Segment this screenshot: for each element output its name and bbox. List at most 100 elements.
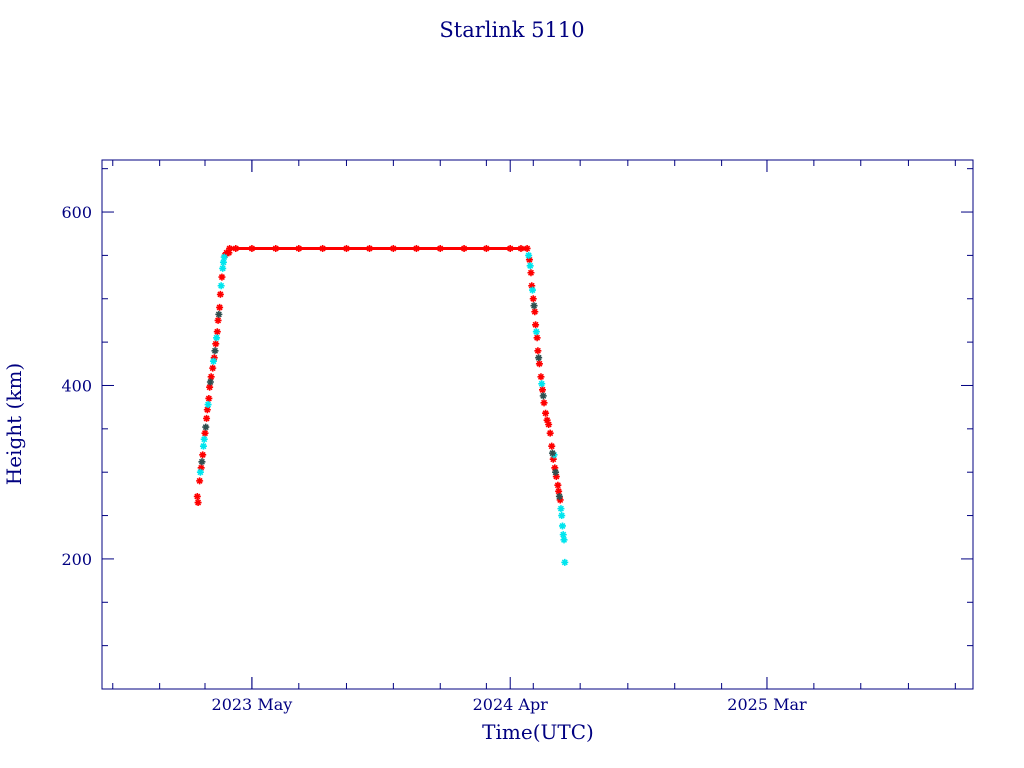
data-point: [560, 536, 568, 544]
y-tick-label: 200: [61, 550, 92, 569]
data-point: [202, 423, 210, 431]
data-point: [196, 477, 204, 485]
data-point: [219, 264, 227, 272]
data-point: [203, 406, 211, 414]
data-point: [214, 316, 222, 324]
data-point: [532, 328, 540, 336]
data-point: [506, 244, 514, 252]
data-point: [537, 373, 545, 381]
data-point: [535, 354, 543, 362]
y-axis: 200 400 600: [61, 168, 973, 647]
data-point: [557, 505, 565, 513]
data-point: [528, 282, 536, 290]
x-axis: 2023 May 2024 Apr 2025 Mar: [112, 160, 956, 714]
data-point: [216, 290, 224, 298]
data-point: [525, 256, 533, 264]
data-point: [196, 468, 204, 476]
data-point: [216, 303, 224, 311]
data-point: [207, 373, 215, 381]
data-point: [215, 310, 223, 318]
data-point: [554, 481, 562, 489]
data-point: [436, 244, 444, 252]
y-axis-label: Height (km): [2, 363, 26, 485]
data-point: [213, 328, 221, 336]
data-point: [535, 360, 543, 368]
data-point: [272, 244, 280, 252]
data-point: [203, 414, 211, 422]
data-point: [220, 253, 228, 261]
data-point: [534, 347, 542, 355]
data-point: [366, 244, 374, 252]
data-point: [529, 295, 537, 303]
data-point: [389, 244, 397, 252]
data-point: [225, 249, 233, 257]
data-point: [549, 455, 557, 463]
data-point: [548, 442, 556, 450]
data-point: [532, 321, 540, 329]
data-point: [211, 347, 219, 355]
data-point: [194, 499, 202, 507]
data-point: [213, 334, 221, 342]
x-tick-label: 2025 Mar: [727, 695, 807, 714]
data-point: [558, 512, 566, 520]
data-point: [248, 244, 256, 252]
y-tick-label: 600: [61, 203, 92, 222]
data-point: [555, 492, 563, 500]
data-point: [552, 468, 560, 476]
data-point: [204, 401, 212, 409]
data-point: [527, 269, 535, 277]
data-point: [342, 244, 350, 252]
data-point: [209, 364, 217, 372]
data-point: [205, 394, 213, 402]
data-point: [319, 244, 327, 252]
data-point: [460, 244, 468, 252]
data-point: [232, 244, 240, 252]
data-point: [559, 531, 567, 539]
data-point: [197, 464, 205, 472]
data-point: [212, 340, 220, 348]
data-point: [218, 273, 226, 281]
data-point: [206, 383, 214, 391]
data-point: [526, 262, 534, 270]
x-tick-label: 2024 Apr: [473, 695, 549, 714]
data-point: [538, 386, 546, 394]
data-point: [543, 416, 551, 424]
data-point: [561, 558, 569, 566]
data-point: [538, 380, 546, 388]
data-point: [551, 464, 559, 472]
data-point: [558, 522, 566, 530]
data-point: [200, 435, 208, 443]
data-point: [530, 302, 538, 310]
x-axis-label: Time(UTC): [482, 720, 594, 744]
data-point: [217, 282, 225, 290]
data-point: [523, 244, 531, 252]
data-point: [517, 244, 525, 252]
data-point: [226, 244, 234, 252]
data-point: [542, 409, 550, 417]
data-point: [206, 378, 214, 386]
data-point: [552, 473, 560, 481]
data-point: [555, 487, 563, 495]
data-point: [529, 286, 537, 294]
data-point: [412, 244, 420, 252]
data-point: [539, 392, 547, 400]
data-point: [548, 449, 556, 457]
data-point: [525, 251, 533, 259]
x-tick-label: 2023 May: [212, 695, 293, 714]
data-point: [199, 451, 207, 459]
plot-frame: [101, 159, 974, 690]
data-point: [193, 492, 201, 500]
y-tick-label: 400: [61, 376, 92, 395]
data-point: [198, 458, 206, 466]
data-point: [295, 244, 303, 252]
data-point: [201, 429, 209, 437]
data-point: [531, 308, 539, 316]
chart-title: Starlink 5110: [439, 18, 584, 42]
data-points: [193, 244, 569, 566]
data-point: [199, 442, 207, 450]
data-point: [540, 399, 548, 407]
data-point: [533, 334, 541, 342]
data-point: [546, 429, 554, 437]
data-point: [482, 244, 490, 252]
